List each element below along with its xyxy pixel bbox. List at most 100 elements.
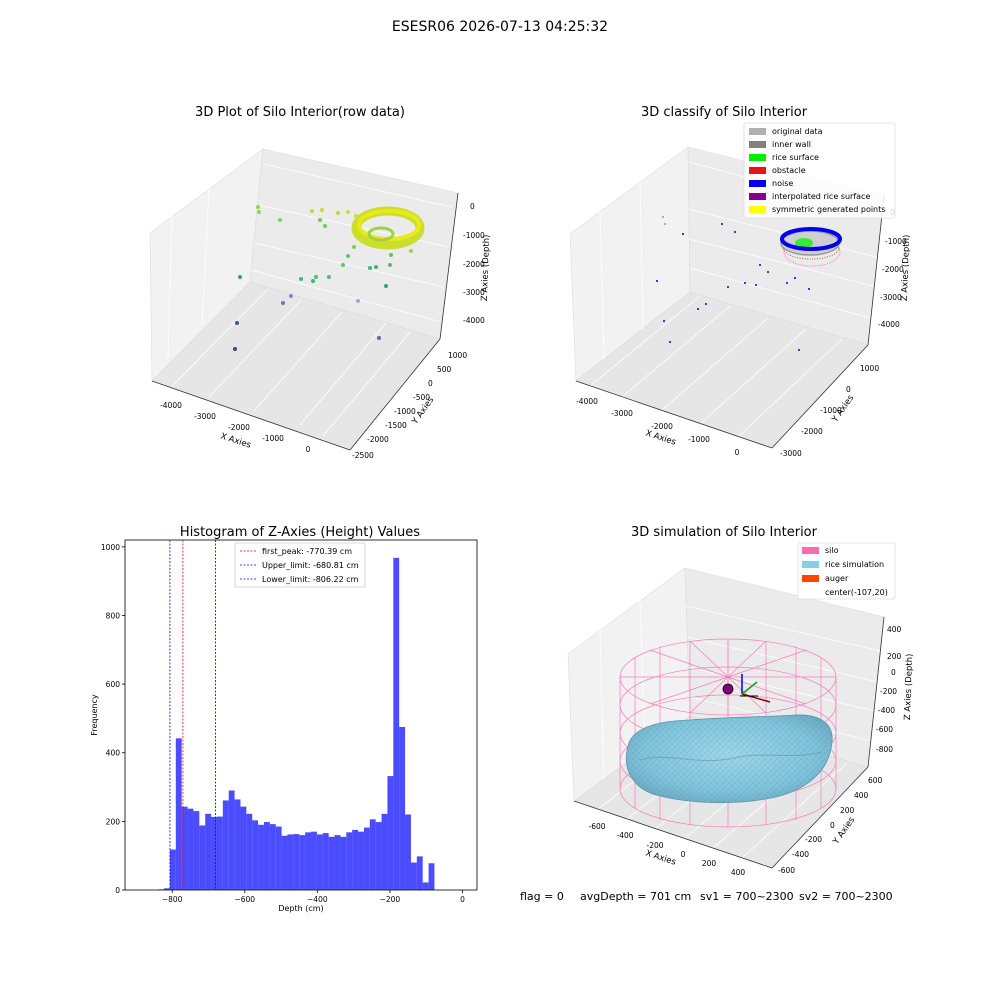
sv1-text: sv1 = 700~2300 [700,890,794,903]
figure-title: ESESR06 2026-07-13 04:25:32 [392,19,608,35]
data-point [235,321,239,325]
data-point [368,266,372,270]
original-point [662,216,664,218]
x-tick-label: -600 [588,822,605,831]
silo-ring-dense [351,206,425,250]
legend-box [743,122,896,219]
y-tick-label: -3000 [780,449,802,458]
noise-point [808,288,810,290]
noise-point [682,233,684,235]
z-tick-label: -4000 [878,320,900,329]
legend-box [234,542,366,588]
histogram-bar [405,814,411,890]
z-tick-label: -400 [878,706,895,715]
legend-swatch [749,206,766,213]
x-axis-label: X Axies [219,431,252,450]
histogram-bar [334,835,341,890]
histogram-bar [205,813,212,890]
x-axis-label: X Axies [644,428,677,447]
data-point [299,277,303,281]
legend-label: Upper_limit: -680.81 cm [262,561,359,570]
histogram-bar [169,849,176,890]
axes-3d-box [149,148,459,451]
z-tick-label: -1000 [463,231,485,240]
histogram-bar [181,806,188,890]
scatter-points [233,205,425,351]
y-tick-label: 0 [428,379,433,388]
x-tick-label: -200 [646,841,663,850]
y-ticks: 0 200 400 600 800 1000 [101,543,125,895]
y-tick-label: 1000 [860,364,879,373]
legend-label: auger [825,574,849,583]
original-point [664,223,666,225]
center-marker [722,683,734,695]
data-point [336,211,340,215]
legend-swatch [802,561,819,568]
histogram-bar [322,833,329,890]
x-axis-label: Depth (cm) [278,904,323,913]
y-ticks: 600 400 200 0 -200 -400 -600 [778,776,883,875]
legend: first_peak: -770.39 cm Upper_limit: -680… [234,542,366,588]
y-axis-line [349,338,441,451]
histogram-bar [275,826,282,890]
z-tick-label: 0 [470,202,475,211]
data-point [310,209,314,213]
data-point [388,263,392,267]
histogram-bar [387,776,394,890]
x-ticks: -4000 -3000 -2000 -1000 0 [576,397,740,457]
data-point [341,263,345,267]
histogram-bar [216,816,223,890]
noise-point [755,284,757,286]
y-tick-label: 600 [106,680,121,689]
data-point [389,253,393,257]
histogram-bar [193,811,200,890]
y-tick-label: -2000 [801,427,823,436]
y-tick-label: 0 [830,821,835,830]
z-tick-label: 0 [891,668,896,677]
y-tick-label: 200 [106,817,121,826]
panel-title: 3D classify of Silo Interior [641,105,808,120]
data-point [281,301,285,305]
data-point [289,294,293,298]
histogram-bar [281,835,288,890]
y-tick-label: -1000 [394,407,416,416]
x-ticks: -4000 -3000 -2000 -1000 0 [160,401,311,454]
panel-histogram: Histogram of Z-Axies (Height) Values −80… [90,525,478,913]
x-tick-label: −600 [234,895,255,904]
legend-swatch [749,128,766,135]
noise-point [734,231,736,233]
histogram-bars [158,557,435,890]
x-tick-label: -4000 [160,401,182,410]
z-axis-line [867,195,885,346]
panel-3d-simulation: 3D simulation of Silo Interior -600 -400… [567,525,915,877]
x-tick-label: 0 [735,448,740,457]
legend-swatch [749,193,766,200]
x-tick-label: 0 [681,850,686,859]
data-point [384,284,388,288]
flag-text: flag = 0 [520,890,564,903]
noise-point [721,223,723,225]
histogram-bar [187,808,194,890]
histogram-bar [252,820,259,890]
legend-label: center(-107,20) [825,588,888,597]
y-tick-label: -500 [413,393,430,402]
point-cloud-ring [367,226,395,242]
histogram-bar [381,813,388,890]
z-axis-line [439,192,459,340]
histogram-bar [428,863,435,890]
y-tick-label: 0 [115,886,120,895]
legend-swatch [802,575,819,582]
histogram-bar [211,816,217,890]
histogram-bar [422,882,429,890]
legend-label: noise [772,179,793,188]
y-tick-label: -1000 [820,406,842,415]
histogram-bar [287,834,294,890]
histogram-bar [158,889,165,890]
rice-surface-cluster [795,238,813,248]
y-tick-label: -400 [792,850,809,859]
reference-lines [169,540,216,890]
histogram-bar [299,835,306,890]
z-tick-label: -200 [880,687,897,696]
z-tick-label: -4000 [463,316,485,325]
